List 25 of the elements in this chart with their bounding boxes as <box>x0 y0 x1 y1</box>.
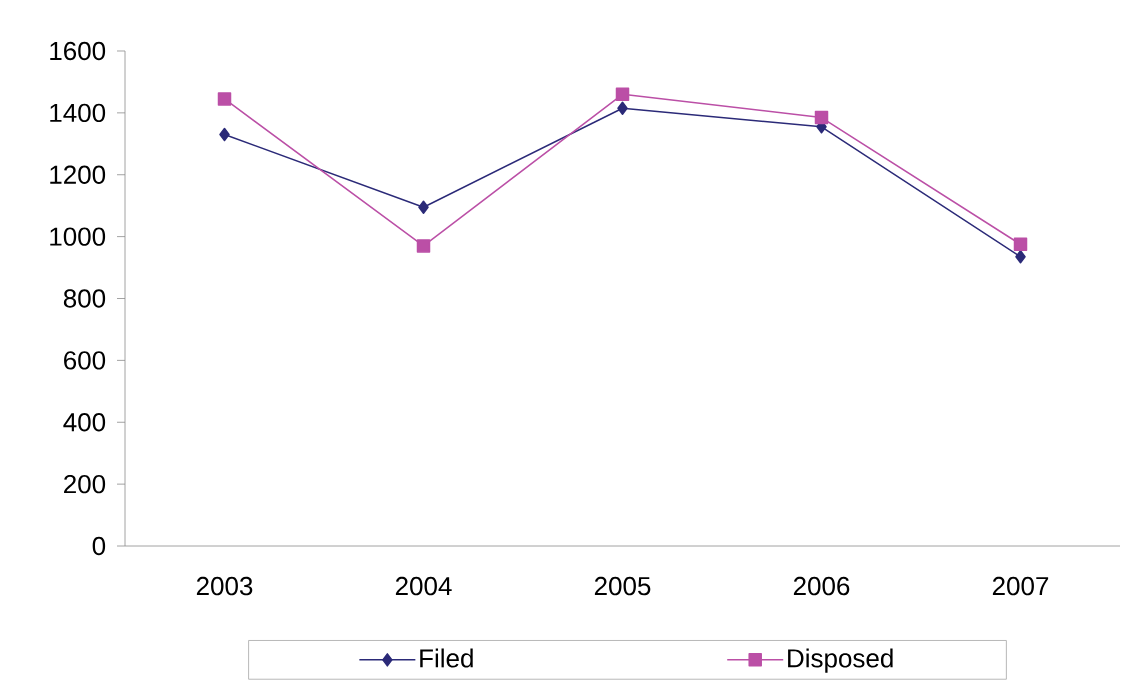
y-tick-label: 800 <box>63 289 106 308</box>
y-tick-label: 200 <box>64 474 106 494</box>
point <box>416 239 431 253</box>
point <box>217 92 232 106</box>
point <box>615 87 630 102</box>
point <box>1013 237 1028 252</box>
y-tick-label: 600 <box>64 351 106 370</box>
y-tick-label: 1000 <box>50 227 106 246</box>
point <box>219 127 230 142</box>
x-tick-label: 2006 <box>793 576 850 596</box>
y-tick-label: 1600 <box>50 41 106 61</box>
legend-label: Disposed <box>788 648 893 673</box>
y-tick-label: 1200 <box>50 165 106 184</box>
point <box>617 101 628 115</box>
x-tick-label: 2003 <box>196 576 253 596</box>
y-tick-label: 1400 <box>50 103 106 123</box>
point <box>1015 249 1026 264</box>
y-tick-label: 400 <box>63 413 106 432</box>
point <box>814 110 829 125</box>
x-tick-label: 2005 <box>594 576 651 596</box>
x-tick-label: 2004 <box>395 576 452 596</box>
point <box>418 200 429 214</box>
x-tick-label: 2007 <box>992 576 1049 596</box>
legend-label: Filed <box>420 648 473 668</box>
y-tick-label: 0 <box>92 536 106 556</box>
